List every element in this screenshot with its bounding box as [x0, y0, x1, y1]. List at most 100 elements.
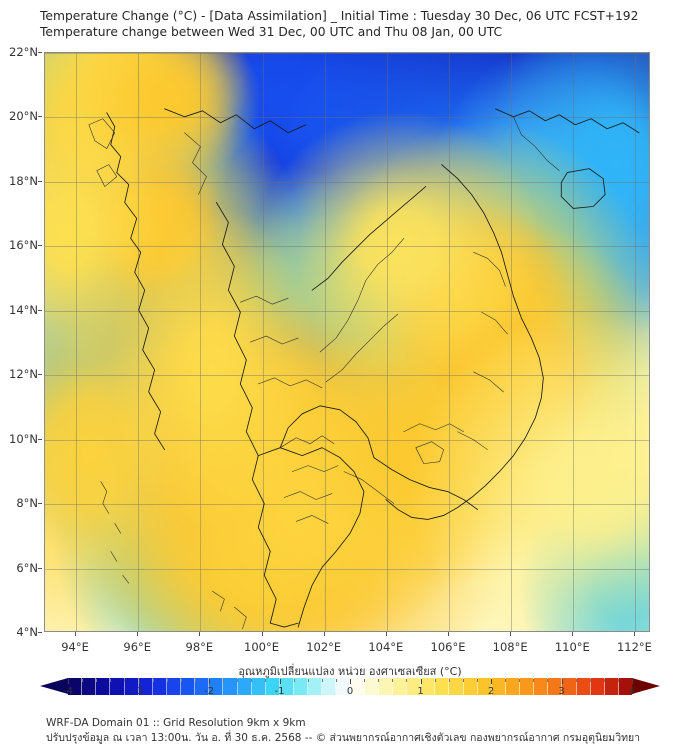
- colorbar-band: [294, 678, 309, 695]
- y-tick-label: 4°N: [16, 625, 38, 639]
- footer-credit: ปรับปรุงข้อมูล ณ เวลา 13:00น. วัน อ. ที่…: [46, 732, 641, 744]
- colorbar-band: [251, 678, 266, 695]
- colorbar-gradient: [68, 678, 632, 695]
- temperature-anomaly-field: [45, 53, 649, 631]
- y-tick-mark: [38, 632, 42, 633]
- colorbar-minor-tick: [392, 679, 394, 682]
- colorbar-minor-tick: [152, 679, 154, 682]
- colorbar-minor-tick: [223, 679, 225, 682]
- colorbar-minor-tick: [124, 679, 126, 682]
- colorbar-minor-tick: [575, 679, 577, 682]
- colorbar-minor-tick: [180, 679, 182, 682]
- colorbar-minor-tick: [378, 679, 380, 682]
- colorbar-minor-tick: [448, 679, 450, 682]
- colorbar-major-tick: [279, 679, 281, 684]
- colorbar: [40, 678, 660, 695]
- colorbar-band: [604, 678, 619, 695]
- x-tick-label: 112°E: [616, 640, 652, 654]
- colorbar-tick-label: -3: [133, 686, 144, 697]
- colorbar-band: [322, 678, 337, 695]
- colorbar-minor-tick: [166, 679, 168, 682]
- colorbar-band: [152, 678, 167, 695]
- x-tick-label: 106°E: [430, 640, 466, 654]
- colorbar-major-tick: [561, 679, 563, 684]
- triangle-left-icon: [40, 678, 68, 694]
- page-subtitle: Temperature change between Wed 31 Dec, 0…: [40, 25, 503, 39]
- map-plot-area: [44, 52, 650, 632]
- colorbar-band: [265, 678, 280, 695]
- y-tick-mark: [38, 180, 42, 182]
- colorbar-band: [548, 678, 563, 695]
- y-tick-label: 16°N: [9, 238, 38, 253]
- colorbar-minor-tick: [82, 679, 84, 682]
- colorbar-minor-tick: [237, 679, 239, 682]
- colorbar-minor-tick: [265, 679, 267, 682]
- colorbar-minor-tick: [96, 679, 98, 682]
- y-tick-mark: [38, 438, 42, 440]
- colorbar-major-tick: [68, 679, 69, 684]
- colorbar-tick-label: -1: [274, 686, 285, 697]
- title-block: Temperature Change (°C) - [Data Assimila…: [40, 8, 660, 40]
- colorbar-band: [82, 678, 97, 695]
- x-tick-label: 96°E: [123, 640, 152, 654]
- y-tick-label: 14°N: [9, 302, 38, 317]
- colorbar-tick-label: 3: [558, 686, 565, 697]
- page-title: Temperature Change (°C) - [Data Assimila…: [40, 9, 639, 23]
- x-tick-mark: [510, 632, 512, 636]
- colorbar-major-tick: [138, 679, 140, 684]
- colorbar-minor-tick: [589, 679, 591, 682]
- x-tick-label: 100°E: [244, 640, 280, 654]
- colorbar-band: [279, 678, 294, 695]
- x-tick-mark: [572, 632, 574, 636]
- colorbar-band: [237, 678, 252, 695]
- x-tick-mark: [323, 632, 325, 636]
- colorbar-band: [195, 678, 210, 695]
- colorbar-minor-tick: [434, 679, 436, 682]
- colorbar-minor-tick: [110, 679, 112, 682]
- x-tick-label: 108°E: [492, 640, 528, 654]
- colorbar-band: [421, 678, 436, 695]
- colorbar-band: [110, 678, 125, 695]
- colorbar-band: [68, 678, 83, 695]
- y-tick-mark: [38, 52, 42, 53]
- colorbar-minor-tick: [321, 679, 323, 682]
- colorbar-band: [124, 678, 139, 695]
- colorbar-band: [477, 678, 492, 695]
- colorbar-minor-tick: [505, 679, 507, 682]
- y-tick-mark: [38, 309, 42, 311]
- y-tick-mark: [38, 567, 42, 569]
- triangle-right-icon: [632, 678, 660, 694]
- colorbar-minor-tick: [307, 679, 309, 682]
- latitude-axis: 4°N 6°N 8°N 10°N 12°N 14°N 16°N 18°N 20°N 22°N: [0, 45, 42, 639]
- y-tick-label: 8°N: [16, 496, 38, 511]
- y-tick-label: 20°N: [9, 109, 38, 124]
- colorbar-tick-label: -2: [204, 686, 214, 697]
- colorbar-band: [350, 678, 365, 695]
- colorbar-band: [96, 678, 111, 695]
- colorbar-minor-tick: [335, 679, 337, 682]
- colorbar-band: [308, 678, 323, 695]
- colorbar-band: [463, 678, 478, 695]
- x-tick-label: 94°E: [61, 640, 89, 654]
- y-tick-label: 10°N: [9, 431, 38, 446]
- colorbar-tick-label: 4: [628, 686, 636, 697]
- x-tick-mark: [448, 632, 449, 636]
- colorbar-axis: -4 -3 -2 -1 0 1 2 3 4: [63, 679, 636, 699]
- colorbar-block: อุณหภูมิเปลี่ยนแปลง หน่วย องศาเซลเซียส (…: [40, 662, 660, 708]
- x-tick-label: 102°E: [306, 640, 342, 654]
- colorbar-band: [520, 678, 535, 695]
- colorbar-band: [491, 678, 506, 695]
- y-tick-mark: [38, 116, 42, 118]
- colorbar-tick-label: 0: [346, 686, 354, 697]
- colorbar-tick-label: -4: [63, 686, 73, 697]
- colorbar-minor-tick: [519, 679, 521, 682]
- y-tick-label: 22°N: [9, 45, 38, 59]
- coastline-overlay: [88, 108, 640, 630]
- colorbar-minor-tick: [547, 679, 549, 682]
- colorbar-band: [534, 678, 549, 695]
- colorbar-minor-tick: [194, 679, 196, 682]
- y-tick-label: 12°N: [9, 367, 38, 382]
- colorbar-minor-tick: [364, 679, 366, 682]
- x-tick-mark: [261, 632, 263, 636]
